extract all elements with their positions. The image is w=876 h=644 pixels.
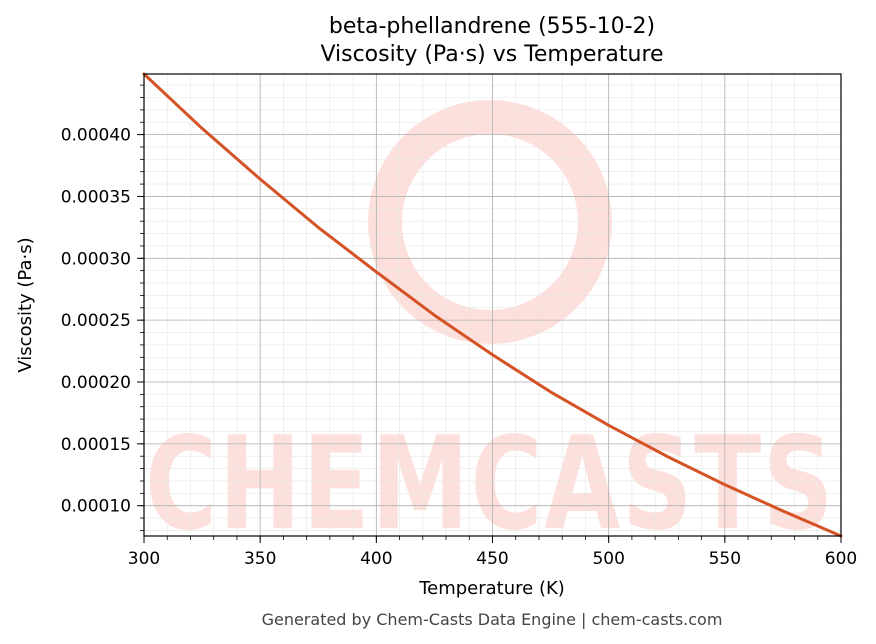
footer-credit: Generated by Chem-Casts Data Engine | ch… <box>262 610 723 629</box>
x-tick-label: 350 <box>244 549 276 569</box>
series-layer <box>142 72 843 538</box>
x-axis-label: Temperature (K) <box>418 578 565 599</box>
y-tick-label: 0.00040 <box>61 126 131 146</box>
chemcasts-watermark: CHEMCASTS <box>145 100 835 559</box>
y-axis-label: Viscosity (Pa·s) <box>15 237 36 372</box>
y-tick-label: 0.00035 <box>61 187 131 207</box>
y-tick-label: 0.00020 <box>61 373 131 393</box>
major-grid <box>143 74 842 536</box>
y-tick-label: 0.00025 <box>61 311 131 331</box>
x-tick-label: 500 <box>592 549 624 569</box>
watermark-ring <box>368 100 612 344</box>
y-tick-label: 0.00030 <box>61 249 131 269</box>
y-tick-label: 0.00015 <box>61 435 131 455</box>
watermark-text: CHEMCASTS <box>145 410 835 559</box>
x-tick-label: 600 <box>825 549 857 569</box>
x-tick-label: 300 <box>128 549 160 569</box>
x-tick-label: 400 <box>360 549 392 569</box>
viscosity-series-line <box>142 72 843 538</box>
y-axis-ticks: 0.00010 0.00015 0.00020 0.00025 0.00030 0.000… <box>61 84 144 531</box>
x-tick-label: 550 <box>709 549 741 569</box>
chart-title: beta-phellandrene (555-10-2) <box>329 14 655 39</box>
x-axis-ticks: 300 350 400 450 500 550 600 <box>128 536 857 569</box>
y-tick-label: 0.00010 <box>61 497 131 517</box>
x-tick-label: 450 <box>476 549 508 569</box>
chart-subtitle: Viscosity (Pa·s) vs Temperature <box>320 42 663 67</box>
